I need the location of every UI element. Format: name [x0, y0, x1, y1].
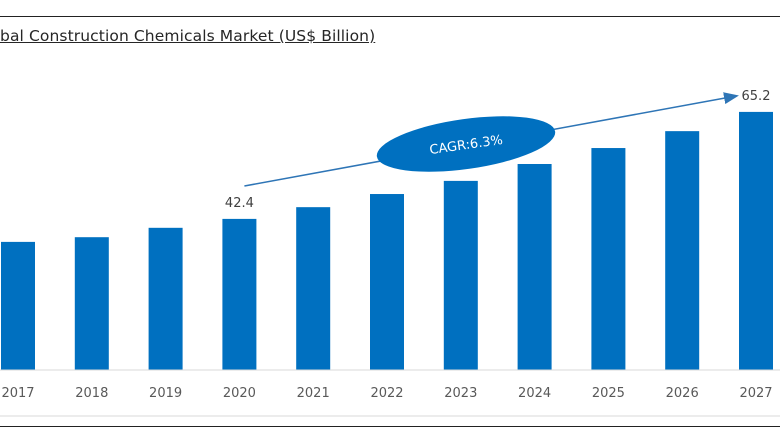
bar-2027: [739, 111, 773, 370]
bar-2024: [517, 163, 552, 370]
x-tick-label: 2022: [370, 386, 403, 401]
bar-2026: [665, 131, 700, 370]
x-tick-label: 2023: [444, 386, 477, 401]
chart-title: bal Construction Chemicals Market (US$ B…: [0, 27, 376, 45]
x-tick-label: 2026: [666, 386, 699, 401]
data-label-2027: 65.2: [742, 89, 771, 104]
bar-2023: [443, 180, 478, 370]
bottom-border: [0, 426, 780, 427]
cagr-ellipse: [376, 116, 556, 172]
bar-2017: [1, 241, 35, 370]
top-border: [0, 16, 780, 17]
data-label-2020: 42.4: [225, 196, 254, 211]
bar-2022: [370, 194, 404, 370]
bar-2020: [222, 218, 257, 370]
x-tick-label: 2019: [149, 386, 182, 401]
x-tick-label: 2017: [1, 386, 34, 401]
x-tick-label: 2021: [297, 386, 330, 401]
x-tick-label: 2018: [75, 386, 108, 401]
bar-2021: [296, 207, 331, 370]
bar-2018: [74, 237, 109, 370]
bar-2019: [148, 227, 183, 370]
x-tick-label: 2020: [223, 386, 256, 401]
x-tick-label: 2025: [592, 386, 625, 401]
bar-2025: [591, 148, 626, 370]
x-tick-label: 2024: [518, 386, 551, 401]
x-tick-label: 2027: [739, 386, 772, 401]
